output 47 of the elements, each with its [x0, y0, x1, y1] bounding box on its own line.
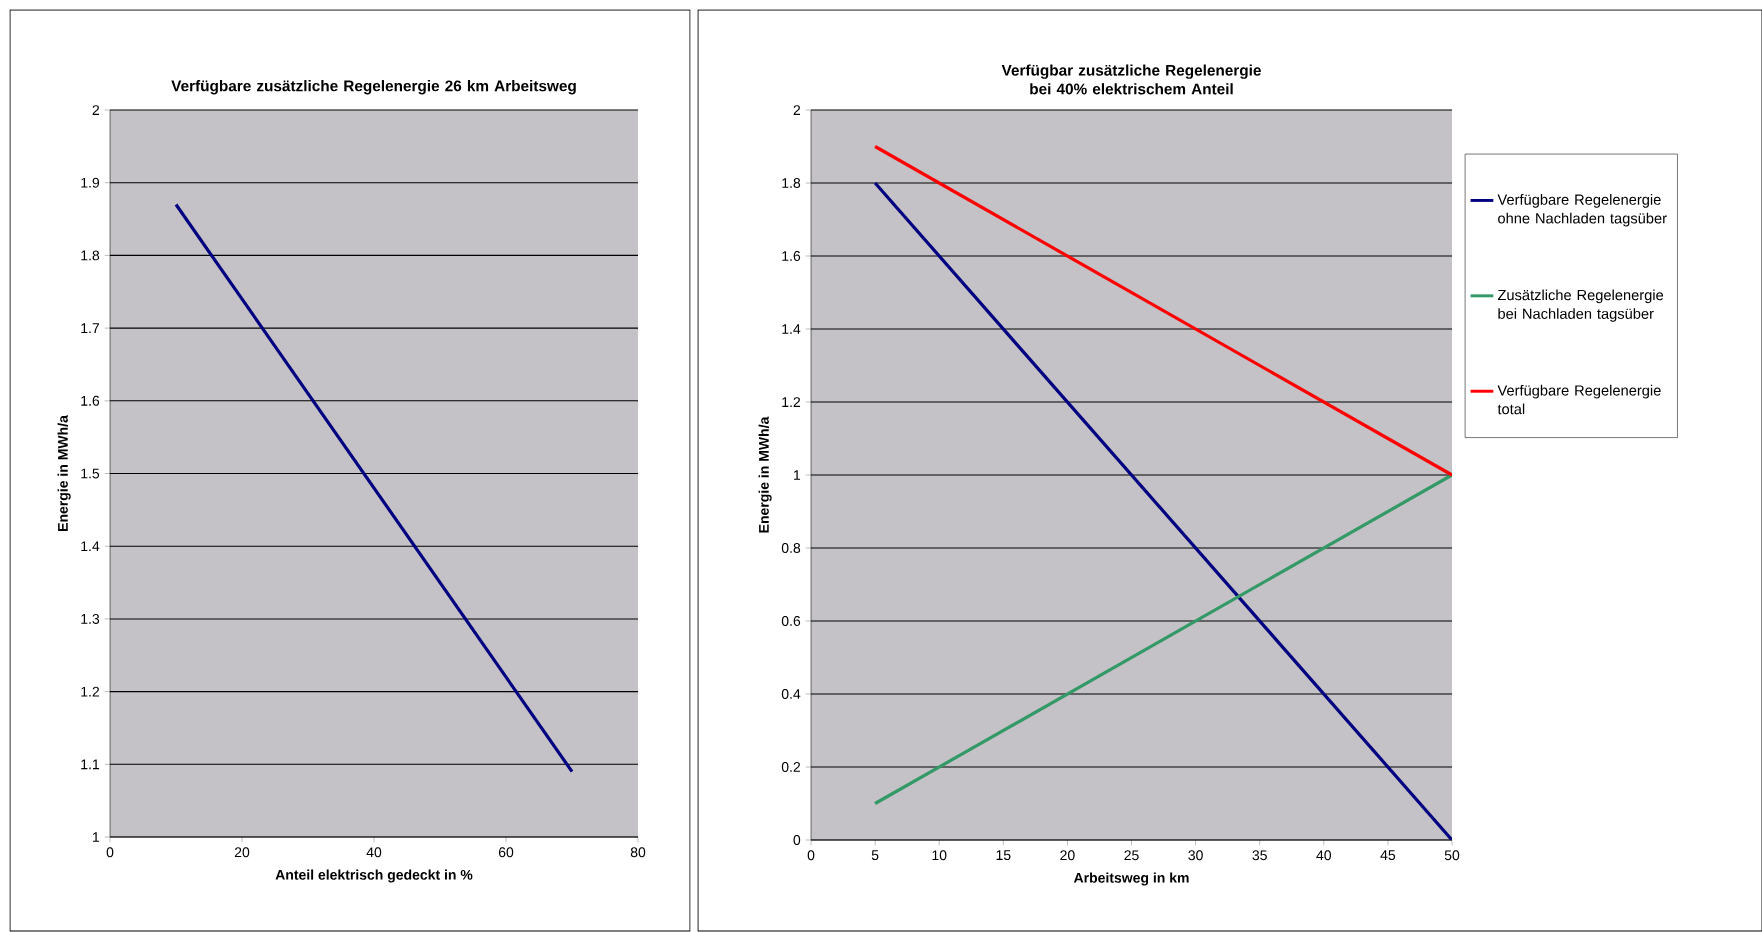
legend-label: Zusätzliche Regelenergie bei Nachladen tagsüber	[1497, 289, 1664, 322]
y-tick-label: 1.2	[81, 686, 100, 697]
x-tick-label: 30	[1188, 850, 1203, 861]
x-tick-label: 80	[630, 847, 646, 858]
y-tick-label: 1.8	[81, 250, 100, 261]
y-tick-label: 0.6	[781, 616, 801, 626]
x-tick-label: 25	[1124, 850, 1139, 861]
x-tick-label: 40	[1316, 850, 1332, 861]
chart-title: Verfügbar zusätzliche Regelenergie bei 40% elektrischem Anteil	[1001, 64, 1261, 95]
x-axis-title: Anteil elektrisch gedeckt in %	[275, 869, 473, 883]
y-tick-label: 1.7	[81, 323, 100, 333]
y-tick-label: 0	[793, 835, 801, 845]
x-tick-label: 0	[106, 847, 114, 858]
x-tick-label: 20	[1060, 850, 1075, 861]
y-axis-title: Energie in MWh/a	[758, 416, 772, 533]
x-axis-title: Arbeitsweg in km	[1073, 872, 1189, 886]
y-tick-label: 1.3	[81, 613, 100, 624]
x-tick-label: 5	[871, 850, 879, 861]
x-tick-label: 50	[1444, 850, 1460, 861]
y-tick-label: 1	[93, 832, 100, 842]
chart-title: Verfügbare zusätzliche Regelenergie 26 km Arbeitsweg	[171, 80, 576, 95]
y-tick-label: 1	[794, 470, 801, 480]
y-tick-label: 1.9	[81, 177, 100, 188]
y-tick-label: 1.5	[81, 468, 100, 479]
x-tick-label: 45	[1380, 850, 1396, 861]
y-tick-label: 1.4	[81, 541, 100, 552]
y-tick-label: 2	[793, 105, 801, 115]
y-tick-label: 1.8	[782, 178, 801, 188]
legend-label: Verfügbare Regelenergie total	[1497, 384, 1661, 415]
x-tick-label: 0	[807, 850, 815, 861]
y-tick-label: 0.4	[781, 689, 801, 699]
y-axis-title: Energie in MWh/a	[57, 415, 71, 531]
x-tick-label: 10	[932, 850, 947, 861]
x-tick-label: 40	[366, 847, 382, 858]
x-tick-label: 15	[996, 850, 1011, 861]
y-tick-label: 1.1	[81, 759, 100, 770]
x-tick-label: 35	[1252, 850, 1267, 861]
y-tick-label: 2	[92, 105, 100, 115]
y-tick-label: 1.6	[81, 395, 100, 406]
y-tick-label: 0.2	[781, 762, 801, 772]
x-tick-label: 20	[234, 847, 250, 858]
legend-label: Verfügbare Regelenergie ohne Nachladen tagsüber	[1497, 194, 1667, 227]
y-tick-label: 0.8	[781, 543, 801, 553]
x-tick-label: 60	[498, 847, 514, 858]
y-tick-label: 1.2	[782, 397, 801, 407]
y-tick-label: 1.4	[782, 324, 801, 334]
y-tick-label: 1.6	[782, 251, 801, 261]
